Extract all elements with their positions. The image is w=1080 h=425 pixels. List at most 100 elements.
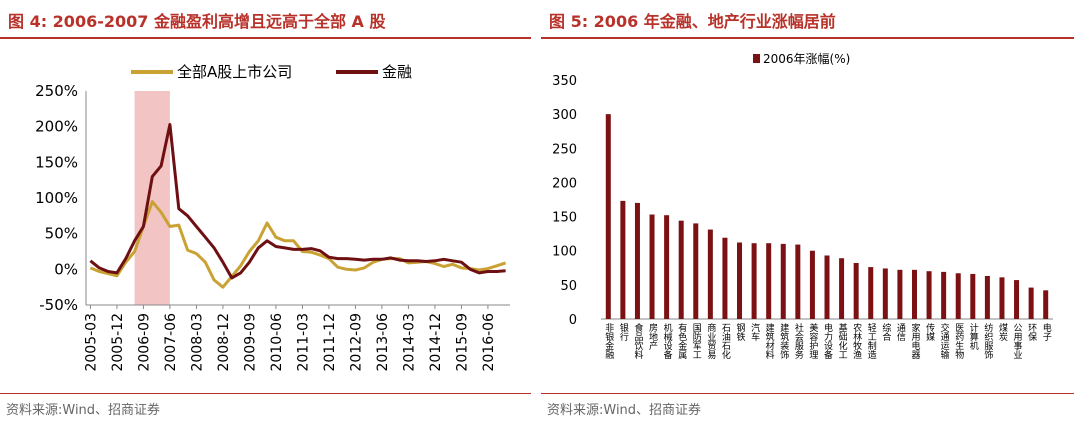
series-line-all-a <box>89 200 507 289</box>
category-label: 建筑材料 <box>764 322 775 360</box>
bar <box>664 215 670 319</box>
x-tick-label: 2011-03 <box>295 313 311 372</box>
bar <box>751 243 757 319</box>
bar <box>605 114 611 320</box>
x-tick-label: 2014-03 <box>401 313 417 372</box>
legend-swatch <box>753 54 760 63</box>
y-tick-label: 150% <box>35 153 78 171</box>
category-label: 医药生物 <box>953 323 964 360</box>
x-tick-label: 2005-03 <box>83 313 99 372</box>
legend-label: 2006年涨幅(%) <box>763 51 850 66</box>
y-tick-label: 0% <box>54 260 78 278</box>
bar <box>766 243 772 319</box>
category-label: 国防军工 <box>691 323 702 359</box>
x-tick-label: 2016-06 <box>481 313 497 372</box>
x-tick-label: 2009-09 <box>242 313 258 372</box>
bar <box>941 271 947 319</box>
category-label: 纺织服饰 <box>982 322 993 360</box>
category-label: 电子 <box>1041 322 1052 341</box>
bar <box>809 250 815 319</box>
bar <box>649 214 655 319</box>
y-tick-label: 200 <box>552 176 577 191</box>
x-tick-label: 2010-06 <box>269 313 285 372</box>
category-label: 通信 <box>895 323 906 342</box>
bar <box>620 200 626 319</box>
bar <box>795 244 801 319</box>
figure-4-title: 图 4: 2006-2007 金融盈利高增且远高于全部 A 股 <box>8 12 386 31</box>
bar <box>868 267 874 319</box>
y-tick-label: 100 <box>552 245 577 260</box>
category-label: 环保 <box>1026 323 1037 342</box>
category-label: 传媒 <box>924 322 935 342</box>
title-divider <box>541 37 1074 39</box>
y-tick-label: 0 <box>569 313 577 328</box>
figure-5-title: 图 5: 2006 年金融、地产行业涨幅居前 <box>549 12 836 31</box>
bar <box>911 269 917 319</box>
x-tick-label: 2012-09 <box>348 313 364 372</box>
category-label: 有色金属 <box>676 322 687 360</box>
legend-label: 金融 <box>382 63 412 81</box>
legend-label: 全部A股上市公司 <box>177 63 292 81</box>
y-tick-label: 250 <box>552 142 577 157</box>
category-label: 房地产 <box>647 322 658 351</box>
category-label: 综合 <box>880 322 891 342</box>
category-label: 家用电器 <box>909 322 920 359</box>
category-label: 轻工制造 <box>866 322 877 360</box>
category-label: 机械设备 <box>662 322 673 359</box>
category-label: 石油石化 <box>720 323 731 360</box>
source-note: 资料来源:Wind、招商证券 <box>6 403 161 418</box>
bar <box>737 242 743 319</box>
category-label: 农林牧渔 <box>851 322 862 359</box>
y-tick-label: -50% <box>39 296 78 314</box>
x-tick-label: 2005-12 <box>110 313 126 372</box>
footer-divider <box>0 393 531 394</box>
category-label: 商业贸易 <box>705 322 716 360</box>
bar <box>1043 290 1049 319</box>
category-label: 交通运输 <box>939 322 950 360</box>
category-label: 建筑装饰 <box>778 322 789 360</box>
category-label: 汽车 <box>749 322 760 342</box>
bar <box>824 255 830 319</box>
bar <box>897 269 903 319</box>
bar <box>707 229 713 319</box>
category-label: 食品饮料 <box>632 322 643 360</box>
series-line-finance <box>89 123 506 280</box>
x-tick-label: 2015-09 <box>454 313 470 372</box>
bar <box>955 273 961 319</box>
bar <box>926 271 932 319</box>
y-tick-label: 50 <box>560 279 577 294</box>
y-tick-label: 250% <box>35 82 78 100</box>
line-chart: 250% 200% 150% 100% 50% 0% -50% 2005-03 2005-12 2… <box>35 63 510 372</box>
footer-divider <box>541 393 1074 394</box>
bar <box>780 243 786 319</box>
source-note: 资料来源:Wind、招商证券 <box>547 403 702 418</box>
bar <box>1028 287 1034 319</box>
category-label: 基础化工 <box>837 322 848 359</box>
x-tick-label: 2013-06 <box>375 313 391 372</box>
bar <box>634 202 640 319</box>
bar <box>970 273 976 319</box>
y-tick-label: 300 <box>552 108 577 123</box>
category-label: 钢铁 <box>735 322 746 342</box>
category-label: 公用事业 <box>1012 323 1023 359</box>
y-tick-label: 100% <box>35 189 78 207</box>
title-divider <box>0 37 531 39</box>
category-label: 煤炭 <box>997 322 1008 342</box>
bar <box>1014 280 1020 319</box>
highlight-band <box>134 91 170 305</box>
category-label: 银行 <box>618 322 629 342</box>
y-tick-label: 200% <box>35 118 78 136</box>
x-tick-label: 2007-06 <box>163 313 179 372</box>
category-label: 社会服务 <box>793 322 804 360</box>
bar <box>853 263 859 319</box>
figure-5-panel: 图 5: 2006 年金融、地产行业涨幅居前 0 50 100 150 200 250 30… <box>541 0 1080 425</box>
bar <box>984 275 990 319</box>
category-label: 美容护理 <box>807 322 818 359</box>
x-tick-label: 2014-12 <box>428 313 444 372</box>
bar <box>722 237 728 319</box>
x-tick-label: 2011-12 <box>322 313 338 372</box>
figure-4-panel: 图 4: 2006-2007 金融盈利高增且远高于全部 A 股 250% 200%… <box>0 0 537 425</box>
bar-chart: 0 50 100 150 200 250 300 350 非银金融 银行 食品饮料 房地产 机械设备 有色… <box>552 51 1053 360</box>
x-tick-label: 2008-12 <box>216 313 232 372</box>
category-label: 计算机 <box>968 322 979 351</box>
